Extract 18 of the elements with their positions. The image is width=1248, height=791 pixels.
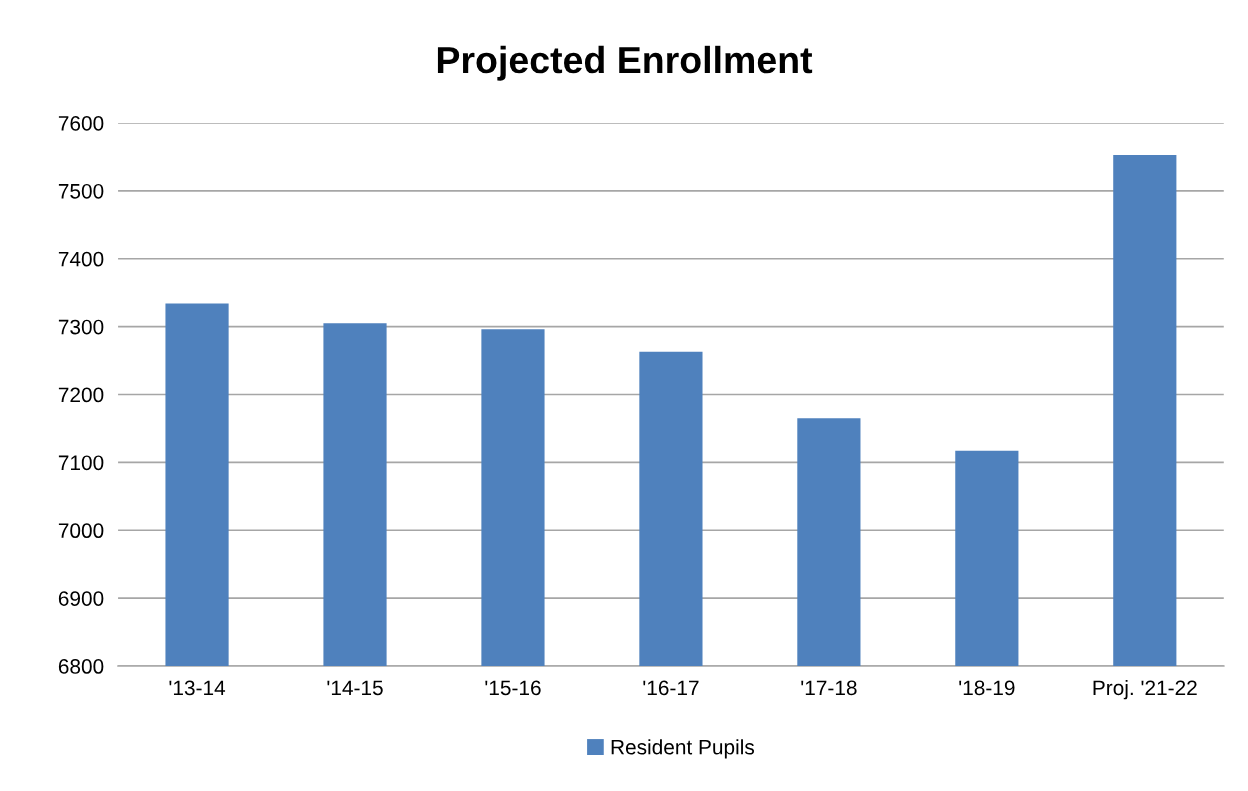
- y-tick-label: 7000: [58, 523, 104, 539]
- x-tick-label: Proj. '21-22: [1093, 679, 1197, 700]
- y-tick-label: 7500: [58, 183, 104, 199]
- y-tick-label: 7600: [58, 116, 104, 131]
- x-tick-label: '18-19: [959, 680, 1015, 696]
- y-tick-label: 6800: [58, 659, 104, 674]
- y-tick-label: 7100: [58, 455, 104, 471]
- legend-label: Resident Pupils: [611, 739, 755, 759]
- y-tick-label: 7400: [58, 251, 104, 267]
- x-tick-label: '15-16: [485, 680, 541, 696]
- x-tick-label: '17-18: [801, 680, 857, 696]
- y-tick-label: 6900: [58, 591, 104, 606]
- x-tick-label: '14-15: [327, 680, 383, 696]
- x-tick-label: '13-14: [169, 680, 226, 696]
- x-tick-label: '16-17: [643, 680, 699, 696]
- y-tick-label: 7300: [58, 319, 104, 335]
- chart-title: Projected Enrollment: [437, 45, 813, 81]
- y-tick-label: 7200: [58, 387, 104, 403]
